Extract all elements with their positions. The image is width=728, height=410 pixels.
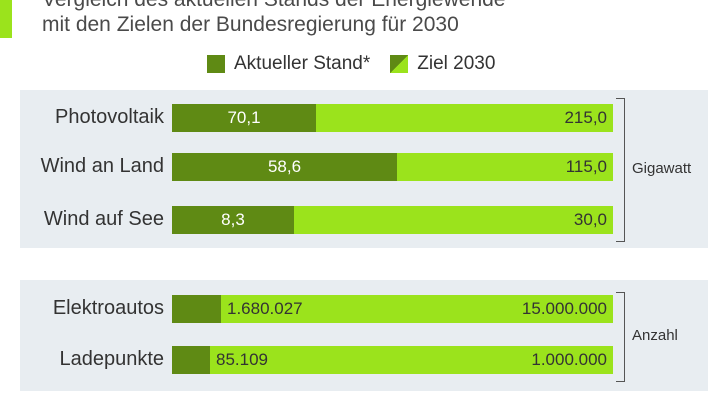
current-value-label-elektroautos: 1.680.027 — [227, 299, 303, 318]
goal-value-label-wind-auf-see: 30,0 — [573, 210, 607, 229]
category-label-wind-an-land: Wind an Land — [40, 155, 164, 177]
goal-bar-ladepunkte: 85.109 1.000.000 — [172, 346, 613, 374]
category-label-elektroautos: Elektroautos — [52, 297, 164, 319]
goal-value-label-wind-an-land: 115,0 — [565, 157, 607, 176]
goal-bar-photovoltaik: 70,1 215,0 — [172, 104, 613, 132]
category-label-ladepunkte: Ladepunkte — [59, 348, 164, 370]
unit-label-anzahl: Anzahl — [632, 327, 678, 344]
current-value-label-wind-auf-see: 8,3 — [221, 210, 245, 229]
title-accent-bar — [0, 24, 12, 38]
legend: Aktueller Stand* Ziel 2030 — [207, 53, 515, 75]
current-bar-wind-an-land — [172, 153, 397, 181]
goal-bar-elektroautos: 1.680.027 15.000.000 — [172, 295, 613, 323]
goal-value-label-photovoltaik: 215,0 — [564, 108, 607, 127]
current-bar-photovoltaik — [172, 104, 316, 132]
current-bar-elektroautos — [172, 295, 221, 323]
legend-label-current: Aktueller Stand* — [234, 53, 371, 74]
legend-item-current: Aktueller Stand* — [207, 53, 370, 75]
current-value-label-ladepunkte: 85.109 — [216, 350, 268, 369]
title-accent-bar — [0, 0, 12, 24]
legend-swatch-goal — [390, 55, 409, 73]
legend-label-goal: Ziel 2030 — [417, 53, 496, 74]
chart-title-line-2: mit den Zielen der Bundesregierung für 2… — [42, 13, 459, 36]
goal-bar-wind-auf-see: 8,3 30,0 — [172, 206, 613, 234]
current-bar-wind-auf-see — [172, 206, 294, 234]
unit-label-gigawatt: Gigawatt — [632, 160, 692, 177]
legend-swatch-current — [207, 55, 225, 73]
unit-bracket-0 — [616, 98, 625, 242]
category-label-wind-auf-see: Wind auf See — [43, 208, 164, 230]
chart-title-line-1: Vergleich des aktuellen Stands der Energ… — [42, 0, 505, 10]
current-value-label-wind-an-land: 58,6 — [267, 157, 302, 176]
goal-bar-wind-an-land: 58,6 115,0 — [172, 153, 613, 181]
goal-value-label-elektroautos: 15.000.000 — [521, 299, 607, 318]
category-label-photovoltaik: Photovoltaik — [55, 106, 164, 128]
current-value-label-photovoltaik: 70,1 — [227, 108, 261, 127]
legend-item-goal: Ziel 2030 — [390, 53, 495, 75]
goal-value-label-ladepunkte: 1.000.000 — [531, 350, 607, 369]
current-bar-ladepunkte — [172, 346, 210, 374]
unit-bracket-1 — [616, 292, 625, 382]
